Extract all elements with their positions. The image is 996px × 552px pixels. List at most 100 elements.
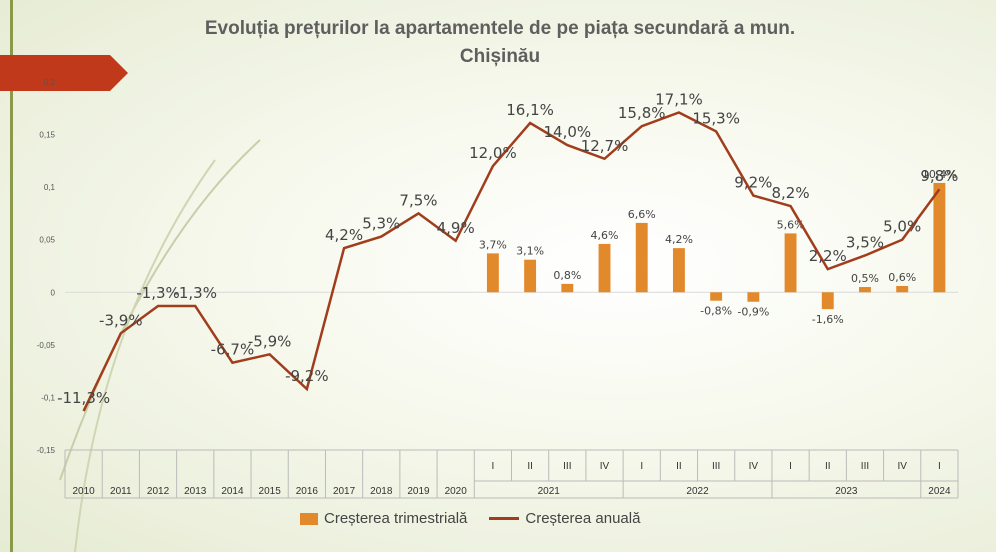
line-data-label: 5,0% xyxy=(883,218,921,236)
x-tick-label: I xyxy=(640,461,643,472)
x-tick-label: III xyxy=(861,461,869,472)
line-data-label: -1,3% xyxy=(173,284,217,302)
x-tick-label: 2015 xyxy=(259,486,282,497)
x-tick-label: IV xyxy=(749,461,759,472)
y-tick-label: 0,1 xyxy=(44,183,56,192)
x-tick-label: I xyxy=(938,461,941,472)
y-tick-label: 0 xyxy=(51,288,56,297)
bar-data-label: 0,5% xyxy=(851,272,879,285)
x-tick-label: II xyxy=(527,461,533,472)
left-decorative-line xyxy=(10,0,13,552)
x-tick-label: 2014 xyxy=(221,486,244,497)
x-tick-label: III xyxy=(712,461,720,472)
x-tick-label: 2010 xyxy=(72,486,95,497)
x-tick-label: 2012 xyxy=(147,486,170,497)
annual-line xyxy=(82,111,941,412)
x-tick-label: 2017 xyxy=(333,486,356,497)
legend-swatch-bars xyxy=(300,512,318,525)
decorative-arc xyxy=(74,159,216,552)
y-tick-label: 0,15 xyxy=(39,131,55,140)
bar-data-label: 4,6% xyxy=(591,229,619,242)
legend-label-line: Creșterea anuală xyxy=(525,510,641,527)
line-data-label: 9,2% xyxy=(734,174,772,192)
bar-data-label: 3,7% xyxy=(479,238,507,251)
bar xyxy=(933,182,946,293)
x-tick-label: III xyxy=(563,461,571,472)
y-tick-label: -0,05 xyxy=(37,341,56,350)
line-data-label: 15,3% xyxy=(692,109,740,127)
bar-data-label: -0,8% xyxy=(700,305,732,318)
chart-title-line-2: Chișinău xyxy=(459,46,541,67)
bar-data-label: 5,6% xyxy=(777,218,805,231)
x-group-label: 2023 xyxy=(835,486,858,497)
line-data-label: 9,8% xyxy=(920,167,958,185)
bar xyxy=(747,292,760,302)
bar-data-label: -0,9% xyxy=(737,306,769,319)
x-group-label: 2024 xyxy=(928,486,951,497)
x-tick-label: 2020 xyxy=(445,486,468,497)
y-tick-label: -0,15 xyxy=(37,446,56,455)
bar xyxy=(821,292,834,310)
bar-data-label: 3,1% xyxy=(516,245,544,258)
bar xyxy=(635,222,648,293)
bar-data-label: -1,6% xyxy=(812,313,844,326)
line-data-label: -9,2% xyxy=(285,367,329,385)
bar-data-label: 10,4% xyxy=(922,168,957,181)
line-data-label: 17,1% xyxy=(655,90,703,108)
line-data-label: 15,8% xyxy=(618,104,666,122)
x-tick-label: 2011 xyxy=(110,486,132,497)
bar xyxy=(524,259,537,293)
x-tick-label: 2019 xyxy=(407,486,430,497)
line-data-label: 12,0% xyxy=(469,144,517,162)
bar xyxy=(784,233,797,293)
chart-title-line-1: Evoluția prețurilor la apartamentele de … xyxy=(204,18,796,39)
x-group-label: 2021 xyxy=(538,486,561,497)
x-tick-label: II xyxy=(825,461,831,472)
bar xyxy=(598,243,611,293)
line-data-label: 12,7% xyxy=(581,137,629,155)
bar xyxy=(710,292,723,301)
line-data-label: 8,2% xyxy=(772,184,810,202)
bar-data-label: 4,2% xyxy=(665,233,693,246)
x-tick-label: II xyxy=(676,461,682,472)
line-data-label: 7,5% xyxy=(399,191,437,209)
x-tick-label: 2013 xyxy=(184,486,207,497)
legend-swatch-line xyxy=(489,517,520,520)
line-data-label: -5,9% xyxy=(248,332,292,350)
line-data-label: -3,9% xyxy=(99,311,143,329)
legend: Creșterea trimestrială Creșterea anuală xyxy=(300,510,640,527)
x-tick-label: I xyxy=(492,461,495,472)
bar xyxy=(561,283,574,293)
y-tick-label: 0,05 xyxy=(39,236,55,245)
bar-data-label: 0,8% xyxy=(553,269,581,282)
x-tick-label: 2018 xyxy=(370,486,393,497)
line-data-label: 16,1% xyxy=(506,101,554,119)
bar xyxy=(896,285,909,293)
line-data-label: 3,5% xyxy=(846,233,884,251)
x-tick-label: IV xyxy=(897,461,907,472)
line-data-label: 4,9% xyxy=(437,219,475,237)
bar xyxy=(859,287,871,293)
bar-data-label: 6,6% xyxy=(628,208,656,221)
x-tick-label: IV xyxy=(600,461,610,472)
legend-item-line: Creșterea anuală xyxy=(489,510,640,527)
line-data-label: -6,7% xyxy=(211,341,255,359)
x-group-label: 2022 xyxy=(686,486,709,497)
line-data-label: -11,3% xyxy=(57,389,110,407)
decorative-arc xyxy=(59,139,261,481)
y-tick-label: -0,1 xyxy=(41,393,55,402)
legend-label-bars: Creșterea trimestrială xyxy=(324,510,468,527)
line-data-label: -1,3% xyxy=(136,284,180,302)
line-data-label: 2,2% xyxy=(809,247,847,265)
bar-data-label: 0,6% xyxy=(888,271,916,284)
bar xyxy=(486,253,499,293)
line-data-label: 4,2% xyxy=(325,226,363,244)
bar xyxy=(672,248,685,293)
legend-item-bars: Creșterea trimestrială xyxy=(300,510,467,527)
accent-arrow-shape xyxy=(0,55,128,91)
x-tick-label: 2016 xyxy=(296,486,319,497)
x-tick-label: I xyxy=(789,461,792,472)
line-data-label: 14,0% xyxy=(543,123,591,141)
